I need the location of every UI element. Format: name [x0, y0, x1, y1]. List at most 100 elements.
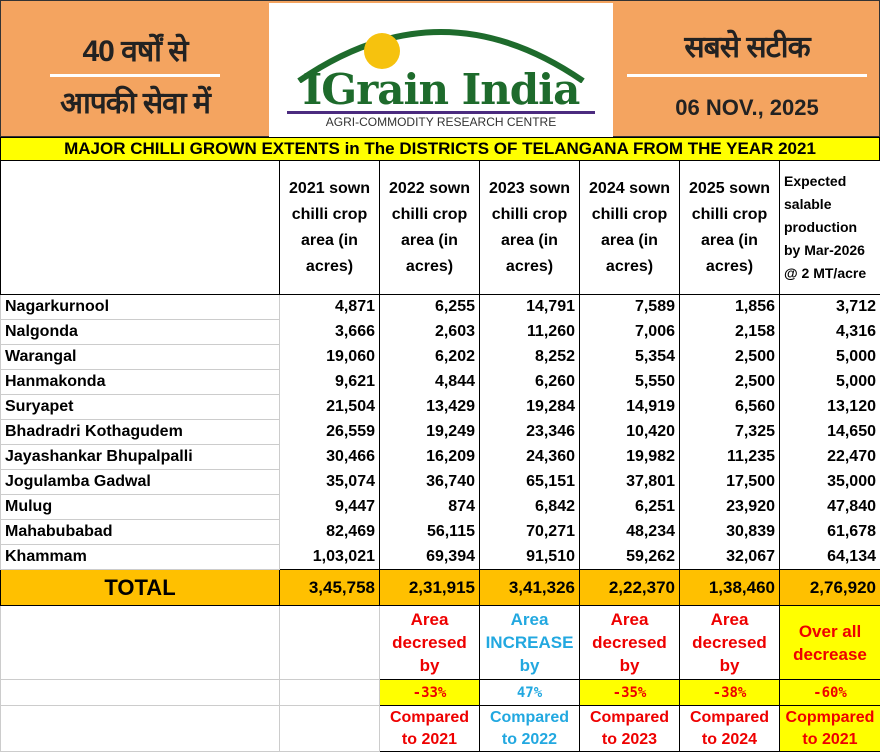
- total-value: 2,76,920: [779, 569, 880, 606]
- change-note: Area decresed by: [379, 605, 480, 680]
- total-value: 1,38,460: [679, 569, 780, 606]
- table-heading: MAJOR CHILLI GROWN EXTENTS in The DISTRI…: [0, 137, 880, 161]
- cell-value: 48,234: [579, 519, 680, 545]
- district-name: Jogulamba Gadwal: [0, 469, 280, 495]
- district-name: Mulug: [0, 494, 280, 520]
- column-header: 2023 sown chilli crop area (in acres): [479, 160, 580, 295]
- table-row: Bhadradri Kothagudem 26,559 19,249 23,346 10…: [0, 419, 880, 445]
- cell-value: 14,919: [579, 394, 680, 420]
- cell-value: 30,466: [279, 444, 380, 470]
- blank-cell: [0, 679, 280, 706]
- cell-value: 21,504: [279, 394, 380, 420]
- table-row: Nalgonda 3,666 2,603 11,260 7,006 2,158 4,316: [0, 319, 880, 345]
- column-header: 2021 sown chilli crop area (in acres): [279, 160, 380, 295]
- logo: IGrain India AGRI-COMMODITY RESEARCH CEN…: [269, 3, 613, 137]
- table-row: Hanmakonda 9,621 4,844 6,260 5,550 2,500 5,000: [0, 369, 880, 395]
- cell-value: 19,249: [379, 419, 480, 445]
- table-row: Khammam 1,03,021 69,394 91,510 59,262 32,067 6…: [0, 544, 880, 570]
- change-note-row: Area decresed by Area INCREASE by Area dec…: [0, 605, 880, 680]
- cell-value: 56,115: [379, 519, 480, 545]
- district-name: Suryapet: [0, 394, 280, 420]
- table-row: Mahabubabad 82,469 56,115 70,271 48,234 30,83…: [0, 519, 880, 545]
- header-blank: [0, 160, 280, 295]
- compared-note: Compared to 2024: [679, 705, 780, 752]
- table-row: Mulug 9,447 874 6,842 6,251 23,920 47,840: [0, 494, 880, 520]
- cell-value: 6,260: [479, 369, 580, 395]
- cell-value: 32,067: [679, 544, 780, 570]
- total-value: 3,41,326: [479, 569, 580, 606]
- cell-value: 6,255: [379, 294, 480, 320]
- tagline-right: सबसे सटीक: [684, 31, 810, 64]
- cell-value: 7,589: [579, 294, 680, 320]
- cell-value: 11,235: [679, 444, 780, 470]
- total-value: 2,22,370: [579, 569, 680, 606]
- percent-change: -35%: [579, 679, 680, 706]
- total-value: 3,45,758: [279, 569, 380, 606]
- cell-value: 37,801: [579, 469, 680, 495]
- district-name: Khammam: [0, 544, 280, 570]
- cell-value: 9,447: [279, 494, 380, 520]
- column-header: 2025 sown chilli crop area (in acres): [679, 160, 780, 295]
- cell-value: 5,550: [579, 369, 680, 395]
- divider: [627, 74, 867, 77]
- cell-value: 30,839: [679, 519, 780, 545]
- cell-value: 11,260: [479, 319, 580, 345]
- cell-value: 61,678: [779, 519, 880, 545]
- header-row: 2021 sown chilli crop area (in acres) 202…: [0, 160, 880, 295]
- percent-change: 47%: [479, 679, 580, 706]
- blank-cell: [0, 705, 280, 752]
- percent-row: -33% 47% -35% -38% -60%: [0, 679, 880, 706]
- cell-value: 10,420: [579, 419, 680, 445]
- cell-value: 70,271: [479, 519, 580, 545]
- cell-value: 35,074: [279, 469, 380, 495]
- table-row: Warangal 19,060 6,202 8,252 5,354 2,500 5,000: [0, 344, 880, 370]
- cell-value: 24,360: [479, 444, 580, 470]
- change-note: Area INCREASE by: [479, 605, 580, 680]
- cell-value: 13,429: [379, 394, 480, 420]
- logo-subtitle: AGRI-COMMODITY RESEARCH CENTRE: [325, 115, 557, 129]
- cell-value: 26,559: [279, 419, 380, 445]
- cell-value: 4,844: [379, 369, 480, 395]
- compared-note: Compared to 2023: [579, 705, 680, 752]
- cell-value: 6,842: [479, 494, 580, 520]
- district-name: Jayashankar Bhupalpalli: [0, 444, 280, 470]
- cell-value: 874: [379, 494, 480, 520]
- cell-value: 1,856: [679, 294, 780, 320]
- percent-change: -33%: [379, 679, 480, 706]
- logo-arch-icon: [297, 29, 585, 83]
- cell-value: 19,060: [279, 344, 380, 370]
- district-name: Nagarkurnool: [0, 294, 280, 320]
- cell-value: 16,209: [379, 444, 480, 470]
- cell-value: 4,316: [779, 319, 880, 345]
- cell-value: 3,712: [779, 294, 880, 320]
- blank-cell: [279, 679, 380, 706]
- cell-value: 23,346: [479, 419, 580, 445]
- chilli-area-table: 2021 sown chilli crop area (in acres) 202…: [0, 160, 880, 752]
- percent-change: -60%: [779, 679, 880, 706]
- banner-left: 40 वर्षों से आपकी सेवा में: [1, 1, 269, 137]
- table-row: Jogulamba Gadwal 35,074 36,740 65,151 37,801…: [0, 469, 880, 495]
- tagline-line2: आपकी सेवा में: [60, 87, 211, 120]
- banner-right: सबसे सटीक 06 NOV., 2025: [613, 1, 880, 137]
- cell-value: 22,470: [779, 444, 880, 470]
- total-value: 2,31,915: [379, 569, 480, 606]
- compared-note: Compared to 2021: [379, 705, 480, 752]
- change-note: Area decresed by: [679, 605, 780, 680]
- cell-value: 9,621: [279, 369, 380, 395]
- cell-value: 36,740: [379, 469, 480, 495]
- percent-change: -38%: [679, 679, 780, 706]
- cell-value: 19,284: [479, 394, 580, 420]
- total-row: TOTAL 3,45,758 2,31,915 3,41,326 2,22,370 1,3…: [0, 569, 880, 606]
- cell-value: 14,650: [779, 419, 880, 445]
- logo-title: IGrain India: [302, 65, 581, 114]
- cell-value: 64,134: [779, 544, 880, 570]
- cell-value: 5,000: [779, 369, 880, 395]
- total-label: TOTAL: [0, 569, 280, 606]
- cell-value: 91,510: [479, 544, 580, 570]
- cell-value: 14,791: [479, 294, 580, 320]
- cell-value: 59,262: [579, 544, 680, 570]
- column-header: Expected salable production by Mar-2026 …: [779, 160, 880, 295]
- cell-value: 7,006: [579, 319, 680, 345]
- cell-value: 2,158: [679, 319, 780, 345]
- cell-value: 1,03,021: [279, 544, 380, 570]
